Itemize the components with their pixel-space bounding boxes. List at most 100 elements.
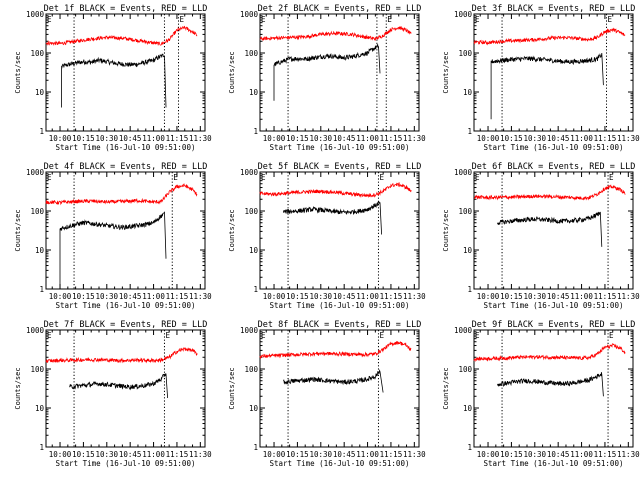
- x-tick-label: 11:00: [356, 134, 379, 143]
- panel-det-6f: Det 6f BLACK = Events, RED = LLD 1 10 100 10…: [442, 162, 640, 310]
- x-tick-label: 10:15: [72, 292, 95, 301]
- x-tick-label: 11:00: [142, 450, 165, 459]
- lld-rate-series: [45, 25, 198, 46]
- x-tick-label: 11:30: [189, 450, 212, 459]
- event-marker-label: E: [379, 173, 384, 182]
- lld-rate-series: [45, 347, 198, 364]
- lld-rate-series: [259, 25, 412, 41]
- y-tick-label: 1000: [454, 168, 473, 177]
- plot-frame: [45, 171, 206, 290]
- x-tick-label: 10:30: [310, 292, 333, 301]
- x-axis-label: Start Time (16-Jul-10 09:51:00): [270, 459, 410, 468]
- events-rate-series: [59, 211, 167, 289]
- y-tick-label: 100: [30, 49, 44, 58]
- event-marker-label: E: [261, 331, 266, 340]
- y-tick-label: 1: [467, 127, 472, 136]
- y-tick-label: 100: [458, 207, 472, 216]
- panel-title: Det 8f BLACK = Events, RED = LLD: [258, 320, 422, 330]
- x-tick-label: 10:00: [263, 134, 286, 143]
- y-tick-label: 1: [467, 285, 472, 294]
- lld-rate-series: [473, 27, 626, 46]
- y-tick-label: 1: [39, 127, 44, 136]
- y-tick-label: 1000: [26, 326, 45, 335]
- x-tick-label: 10:00: [477, 134, 500, 143]
- x-tick-label: 11:00: [570, 292, 593, 301]
- y-tick-label: 1: [253, 127, 258, 136]
- panel-det-8f: Det 8f BLACK = Events, RED = LLD 1 10 100 10…: [228, 320, 426, 468]
- panel-title: Det 7f BLACK = Events, RED = LLD: [44, 320, 208, 330]
- y-tick-label: 10: [35, 246, 45, 255]
- x-tick-label: 10:45: [119, 134, 142, 143]
- y-tick-label: 1000: [454, 326, 473, 335]
- events-rate-series: [283, 201, 382, 235]
- x-axis-label: Start Time (16-Jul-10 09:51:00): [484, 301, 624, 310]
- y-tick-label: 1: [253, 443, 258, 452]
- y-tick-label: 1: [253, 285, 258, 294]
- x-tick-label: 10:30: [524, 450, 547, 459]
- panel-det-5f: Det 5f BLACK = Events, RED = LLD 1 10 100 10…: [228, 162, 426, 310]
- panel-det-1f: Det 1f BLACK = Events, RED = LLD 1 10 100 10…: [14, 4, 212, 152]
- y-tick-label: 10: [463, 404, 473, 413]
- x-tick-label: 10:45: [119, 292, 142, 301]
- y-tick-label: 100: [244, 365, 258, 374]
- plot-frame: [259, 329, 420, 448]
- x-tick-label: 10:00: [477, 450, 500, 459]
- panel-title: Det 2f BLACK = Events, RED = LLD: [258, 4, 422, 14]
- y-tick-label: 1: [39, 443, 44, 452]
- x-tick-label: 10:00: [49, 134, 72, 143]
- lld-rate-series: [45, 183, 198, 206]
- y-tick-label: 1000: [240, 326, 259, 335]
- event-marker-label: E: [47, 173, 52, 182]
- event-marker-label: E: [379, 331, 384, 340]
- y-axis-label: Counts/sec: [228, 51, 236, 93]
- x-tick-label: 11:30: [617, 450, 640, 459]
- events-rate-series: [497, 211, 603, 247]
- x-tick-label: 11:30: [617, 292, 640, 301]
- x-tick-label: 10:30: [524, 292, 547, 301]
- x-tick-label: 11:15: [166, 450, 189, 459]
- x-tick-label: 11:00: [142, 292, 165, 301]
- x-tick-label: 10:45: [119, 450, 142, 459]
- y-axis-label: Counts/sec: [14, 367, 22, 409]
- x-tick-label: 11:00: [142, 134, 165, 143]
- y-axis-label: Counts/sec: [228, 209, 236, 251]
- y-tick-label: 100: [244, 207, 258, 216]
- panel-det-3f: Det 3f BLACK = Events, RED = LLD 1 10 100 10…: [442, 4, 640, 152]
- plot-frame: [473, 13, 634, 132]
- y-axis-label: Counts/sec: [14, 209, 22, 251]
- x-tick-label: 10:00: [49, 292, 72, 301]
- x-tick-label: 11:00: [570, 450, 593, 459]
- plot-frame: [45, 329, 206, 448]
- event-marker-label: E: [47, 15, 52, 24]
- event-marker-label: E: [261, 15, 266, 24]
- lld-rate-series: [259, 341, 412, 359]
- x-tick-label: 10:15: [72, 134, 95, 143]
- event-marker-label: E: [261, 173, 266, 182]
- plot-frame: [473, 329, 634, 448]
- x-tick-label: 11:15: [166, 292, 189, 301]
- x-tick-label: 11:30: [403, 134, 426, 143]
- panel-det-7f: Det 7f BLACK = Events, RED = LLD 1 10 100 10…: [14, 320, 212, 468]
- y-tick-label: 100: [458, 365, 472, 374]
- event-marker-label: E: [387, 15, 392, 24]
- x-tick-label: 10:00: [477, 292, 500, 301]
- x-tick-label: 11:15: [380, 292, 403, 301]
- x-axis-label: Start Time (16-Jul-10 09:51:00): [270, 301, 410, 310]
- x-tick-label: 11:15: [380, 134, 403, 143]
- y-tick-label: 1000: [240, 168, 259, 177]
- panel-title: Det 1f BLACK = Events, RED = LLD: [44, 4, 208, 14]
- x-tick-label: 10:45: [547, 292, 570, 301]
- plot-frame: [45, 13, 206, 132]
- y-tick-label: 1000: [26, 10, 45, 19]
- event-marker-label: E: [609, 331, 614, 340]
- event-marker-label: E: [608, 15, 613, 24]
- event-marker-label: E: [173, 173, 178, 182]
- y-tick-label: 1: [467, 443, 472, 452]
- panel-title: Det 4f BLACK = Events, RED = LLD: [44, 162, 208, 172]
- lld-rate-series: [259, 182, 412, 198]
- event-marker-label: E: [47, 331, 52, 340]
- event-marker-label: E: [165, 331, 170, 340]
- plot-frame: [473, 171, 634, 290]
- x-tick-label: 11:15: [594, 134, 617, 143]
- x-tick-label: 11:30: [189, 292, 212, 301]
